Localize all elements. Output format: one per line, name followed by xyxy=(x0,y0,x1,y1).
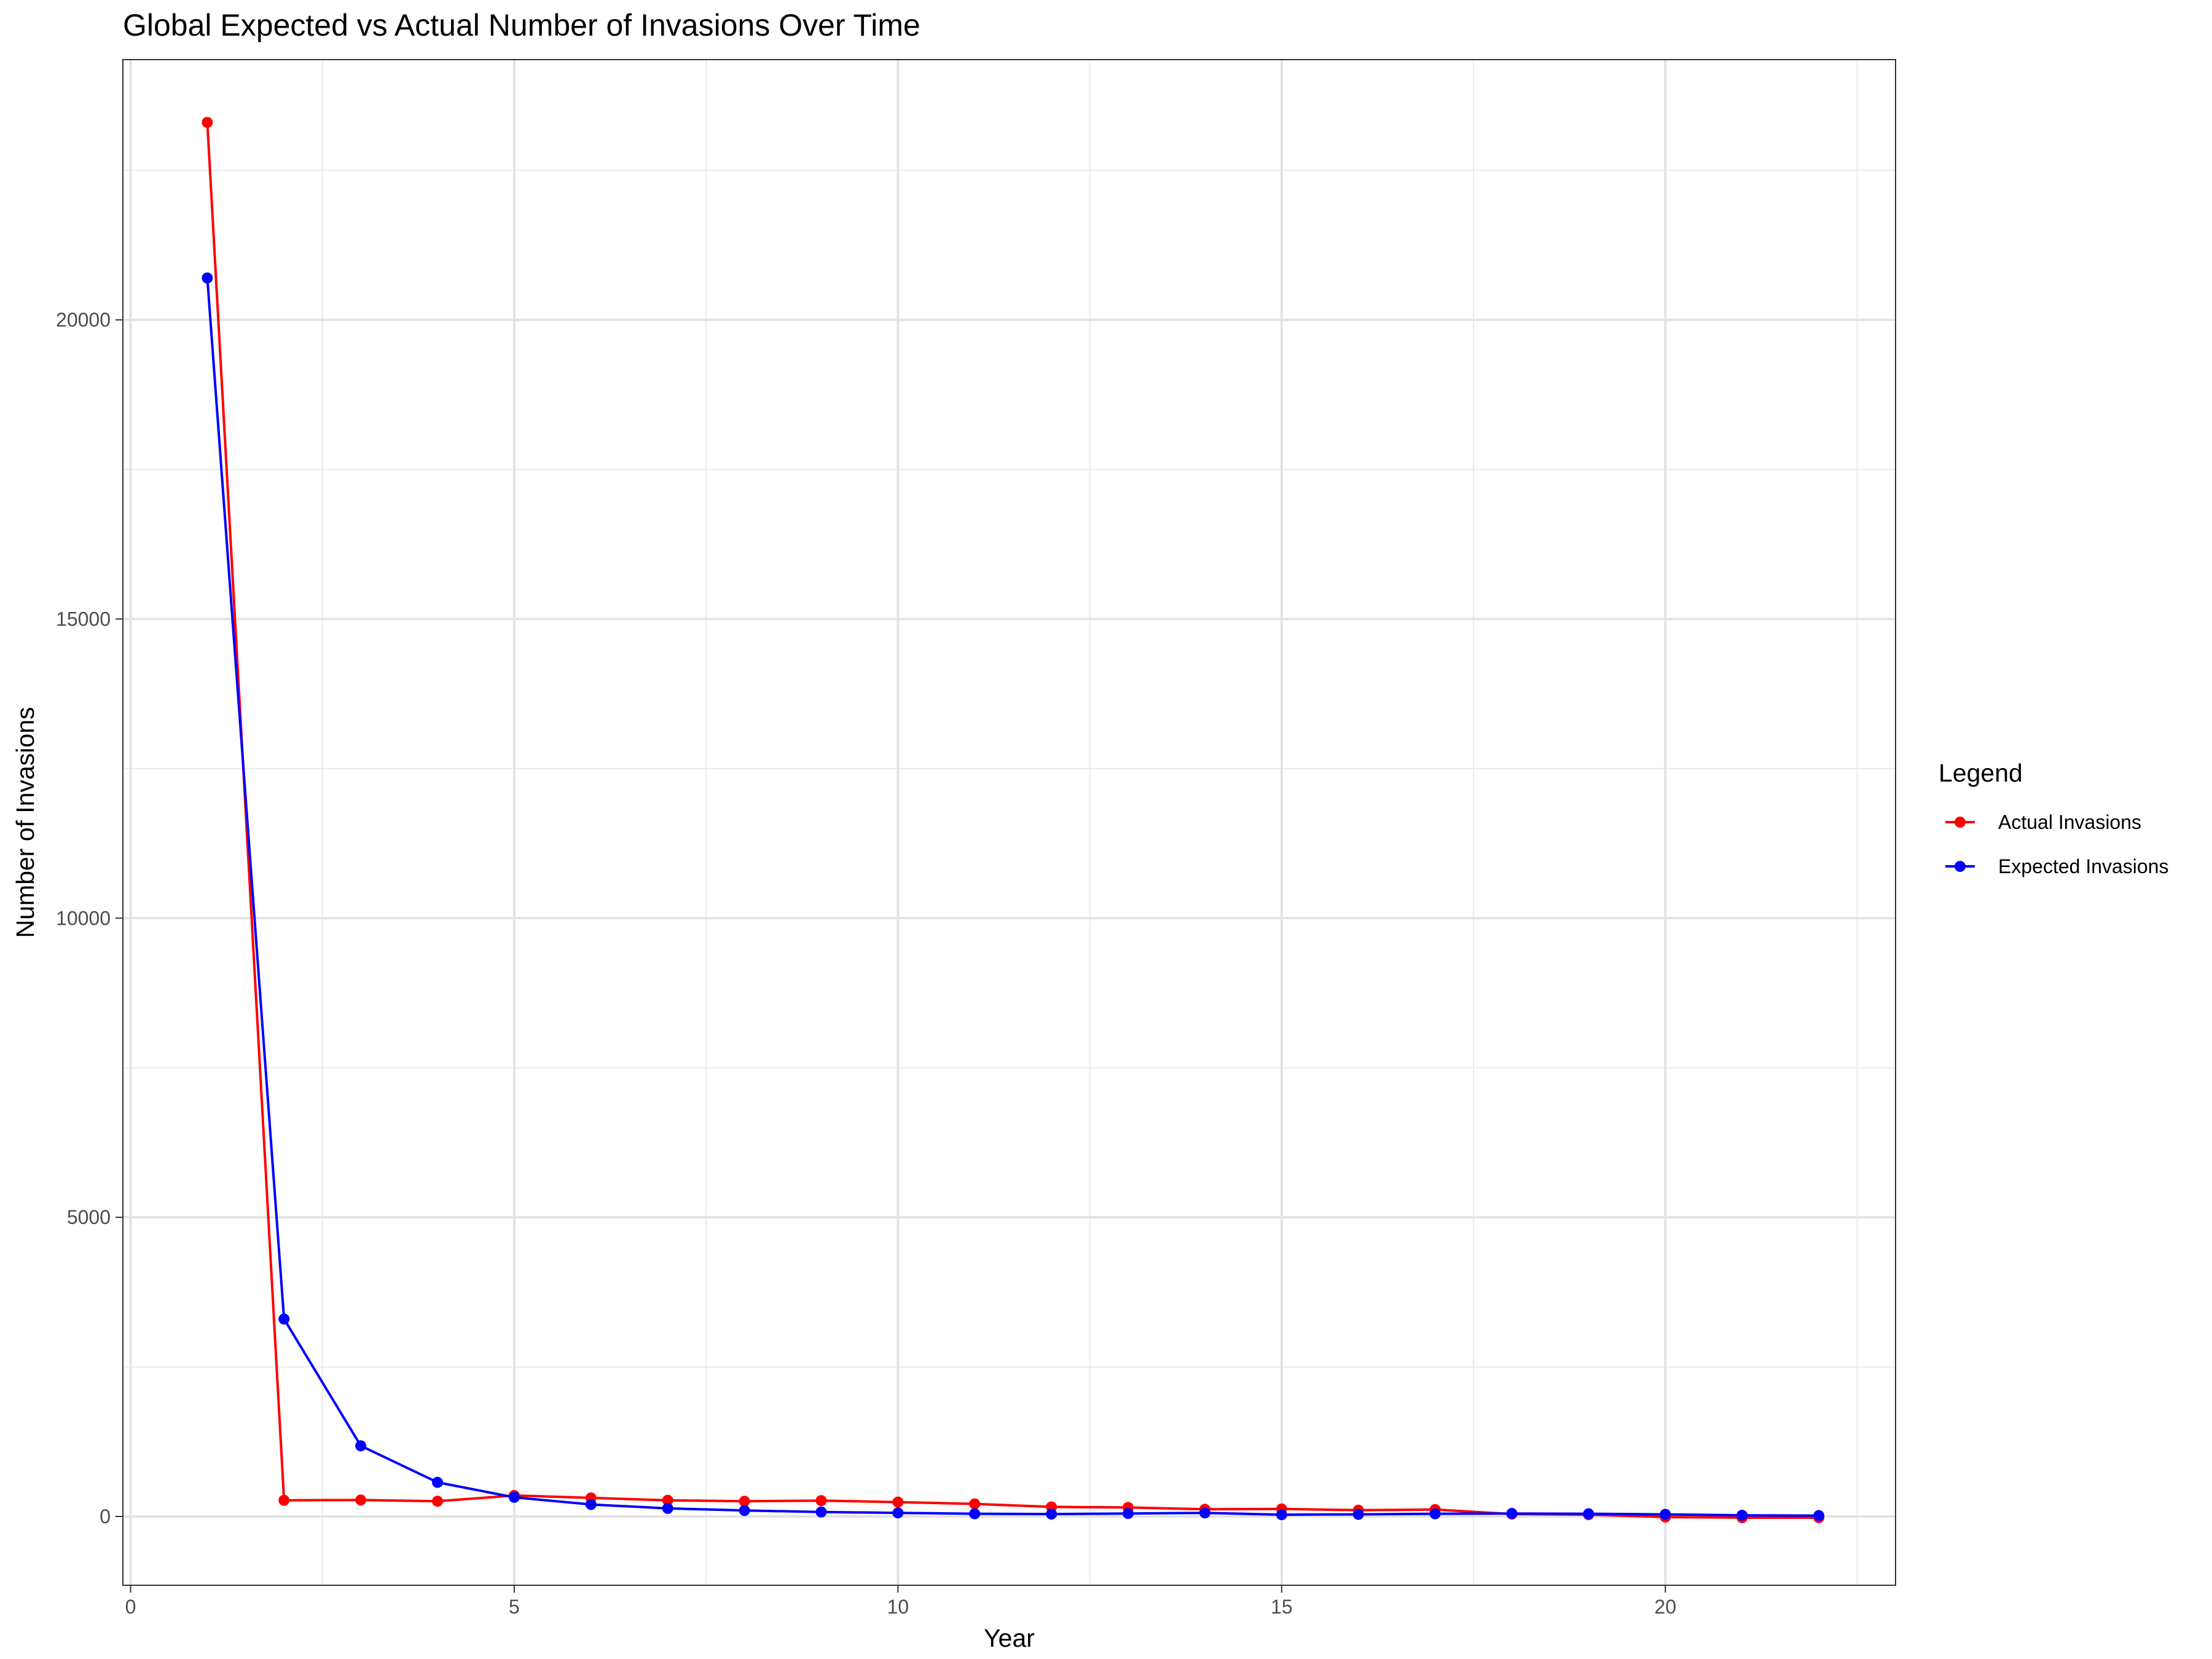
grid-minor xyxy=(123,60,1896,1585)
series-layer xyxy=(202,117,1825,1523)
legend-key-point xyxy=(1955,817,1966,828)
data-point xyxy=(662,1494,673,1506)
data-point xyxy=(1660,1508,1671,1520)
data-point xyxy=(662,1502,673,1514)
data-point xyxy=(739,1496,750,1507)
data-point xyxy=(508,1491,520,1503)
series-line xyxy=(206,278,1819,1517)
x-tick-label: 15 xyxy=(1271,1596,1293,1618)
data-point xyxy=(815,1506,827,1518)
y-axis: 0 5000 10000 15000 20000 xyxy=(56,309,123,1528)
data-point xyxy=(1352,1508,1364,1520)
x-tick-label: 5 xyxy=(509,1596,520,1618)
data-point xyxy=(1046,1508,1057,1520)
chart-title: Global Expected vs Actual Number of Inva… xyxy=(123,8,920,42)
data-point xyxy=(432,1496,444,1507)
data-point xyxy=(1506,1508,1518,1520)
x-axis-title: Year xyxy=(984,1624,1035,1652)
series-2 xyxy=(202,272,1825,1521)
data-point xyxy=(1813,1510,1825,1521)
plot-panel-border xyxy=(122,59,1896,1586)
x-tick-label: 20 xyxy=(1655,1596,1677,1618)
data-point xyxy=(202,117,213,128)
data-point xyxy=(892,1507,904,1519)
x-axis: 0 5 10 15 20 xyxy=(125,1585,1677,1618)
legend-label: Actual Invasions xyxy=(1998,811,2141,833)
data-point xyxy=(1583,1508,1594,1520)
grid-major xyxy=(123,60,1896,1585)
data-point xyxy=(1199,1507,1210,1519)
data-point xyxy=(432,1477,444,1488)
y-tick-label: 5000 xyxy=(67,1206,111,1228)
data-point xyxy=(355,1440,367,1452)
y-tick-label: 20000 xyxy=(56,309,111,331)
legend-title: Legend xyxy=(1939,759,2023,787)
y-tick-label: 10000 xyxy=(56,907,111,929)
data-point xyxy=(892,1496,904,1508)
data-point xyxy=(202,272,213,284)
x-tick-label: 0 xyxy=(125,1596,136,1618)
data-point xyxy=(1123,1508,1134,1520)
data-point xyxy=(969,1508,981,1520)
legend-label: Expected Invasions xyxy=(1998,855,2169,877)
data-point xyxy=(278,1313,290,1325)
data-point xyxy=(278,1494,290,1506)
data-point xyxy=(585,1499,597,1510)
data-point xyxy=(739,1505,750,1516)
data-point xyxy=(815,1495,827,1507)
legend-key-point xyxy=(1955,861,1966,872)
x-tick-label: 10 xyxy=(887,1596,909,1618)
y-tick-label: 15000 xyxy=(56,608,111,630)
data-point xyxy=(969,1498,981,1510)
legend: Legend Actual Invasions Expected Invasion… xyxy=(1939,759,2169,877)
data-point xyxy=(355,1494,367,1506)
y-tick-label: 0 xyxy=(100,1505,111,1528)
data-point xyxy=(1429,1508,1441,1520)
data-point xyxy=(1736,1510,1748,1521)
y-axis-title: Number of Invasions xyxy=(11,707,39,938)
data-point xyxy=(1276,1509,1287,1521)
